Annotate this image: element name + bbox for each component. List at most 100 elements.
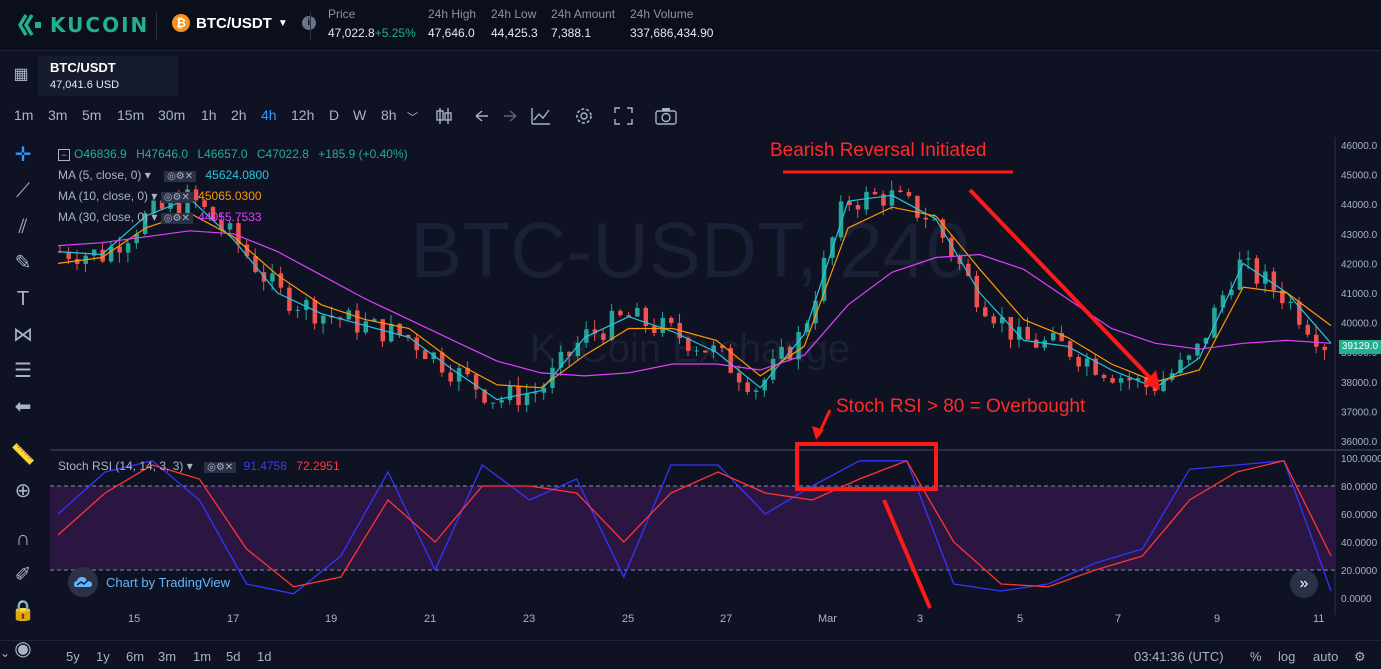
candle-body [991, 316, 997, 324]
candle-body [321, 315, 326, 324]
top-bar: KUCOIN ₿ BTC/USDT ▼ i Price 47,022.8+5.2… [0, 0, 1381, 51]
auto-scale-toggle[interactable]: auto [1313, 649, 1339, 664]
price-change: +5.25% [374, 26, 416, 40]
range-1m[interactable]: 1m [193, 649, 212, 664]
range-1y[interactable]: 1y [96, 649, 110, 664]
tf-3m[interactable]: 3m [48, 107, 68, 123]
bottom-bar: 5y 1y 6m 3m 1m 5d 1d 03:41:36 (UTC) % lo… [0, 640, 1381, 669]
brush-icon[interactable]: ✎ [14, 252, 32, 274]
trendline-icon[interactable]: ⟋ [16, 180, 30, 202]
collapse-icon[interactable]: − [58, 149, 70, 161]
range-3m[interactable]: 3m [158, 649, 177, 664]
candle-body [838, 201, 844, 238]
candle-body [1000, 317, 1005, 324]
back-arrow-icon[interactable]: ⬅ [14, 396, 32, 418]
candle-body [550, 367, 555, 388]
price-axis-label: 43000.0 [1341, 230, 1378, 241]
range-5d[interactable]: 5d [226, 649, 241, 664]
pair-selector[interactable]: ₿ BTC/USDT ▼ i [172, 14, 316, 32]
zoom-in-icon[interactable]: ⊕ [14, 480, 32, 502]
indicator-controls-icon[interactable]: ◎⚙✕ [204, 462, 237, 473]
candle-body [397, 323, 402, 336]
tf-30m[interactable]: 30m [158, 107, 186, 123]
lock-icon[interactable]: 🔒 [10, 600, 36, 622]
candle-body [1229, 289, 1234, 296]
stoch-legend[interactable]: Stoch RSI (14, 14, 3, 3) ▾ ◎⚙✕ 91.4758 7… [58, 459, 340, 473]
stoch-axis-label: 60.0000 [1341, 510, 1378, 521]
chevron-down-icon[interactable]: ﹀ [407, 112, 418, 124]
fib-tool-icon[interactable]: ⫽ [18, 216, 28, 238]
layout-grid-icon[interactable]: ▦ [13, 66, 29, 83]
candle-body [1254, 258, 1260, 284]
bearish-arrow-line [968, 188, 1159, 387]
bearish-arrow-head [1144, 370, 1160, 390]
indicator-controls-icon[interactable]: ◎⚙✕ [160, 213, 193, 224]
tf-w[interactable]: W [353, 107, 367, 123]
camera-icon[interactable] [654, 106, 678, 126]
scroll-to-realtime-button[interactable]: » [1290, 570, 1318, 598]
magnet-icon[interactable]: ∩ [15, 528, 31, 550]
info-icon[interactable]: i [301, 16, 316, 30]
candle-body [270, 273, 275, 282]
candle-body [643, 307, 649, 326]
tf-1m[interactable]: 1m [14, 107, 34, 123]
ticker-box[interactable]: BTC/USDT 47,041.6 USD [38, 56, 178, 96]
tf-2h[interactable]: 2h [231, 107, 247, 123]
candle-body [346, 310, 352, 320]
candle-body [915, 195, 920, 218]
tf-12h[interactable]: 12h [291, 107, 315, 123]
candle-body [601, 333, 606, 340]
chart-settings-icon[interactable]: ⚙ [1354, 649, 1366, 664]
candle-body [100, 249, 105, 262]
tf-5m[interactable]: 5m [82, 107, 102, 123]
candle-body [142, 213, 148, 234]
tf-8h[interactable]: 8h [381, 107, 397, 123]
text-tool-icon[interactable]: T [16, 288, 30, 310]
redo-icon [504, 110, 517, 122]
ma10-legend[interactable]: MA (10, close, 0) ▾ ◎⚙✕ 45065.0300 [58, 189, 262, 203]
time-axis-label: 3 [917, 613, 924, 625]
prediction-icon[interactable]: ☰ [14, 360, 32, 382]
stoch-trend-line [882, 499, 932, 609]
kucoin-logo[interactable]: KUCOIN [18, 12, 149, 38]
log-scale-toggle[interactable]: log [1278, 649, 1296, 664]
tf-15m[interactable]: 15m [117, 107, 145, 123]
candle-body [660, 317, 666, 334]
range-5y[interactable]: 5y [66, 649, 80, 664]
ma30-legend[interactable]: MA (30, close, 0) ▾ ◎⚙✕ 44055.7533 [58, 210, 262, 224]
crosshair-icon[interactable]: ✛ [14, 144, 32, 166]
stat-value: 47,022.8 [328, 26, 375, 40]
candle-body [227, 223, 233, 230]
candle-body [652, 325, 657, 334]
indicator-controls-icon[interactable]: ◎⚙✕ [164, 171, 197, 182]
percent-scale-toggle[interactable]: % [1250, 649, 1262, 664]
pattern-icon[interactable]: ⋈ [13, 324, 33, 346]
tf-1h[interactable]: 1h [201, 107, 217, 123]
tf-4h[interactable]: 4h [261, 107, 277, 123]
price-axis-label: 42000.0 [1341, 259, 1378, 270]
range-6m[interactable]: 6m [126, 649, 145, 664]
candle-body [66, 251, 71, 259]
ruler-icon[interactable]: 📏 [10, 444, 36, 466]
chevron-down-icon[interactable]: ⌄ [0, 646, 11, 660]
candle-body [796, 332, 801, 360]
stat-label: 24h Low [491, 7, 537, 21]
range-1d[interactable]: 1d [257, 649, 272, 664]
tf-d[interactable]: D [329, 107, 340, 123]
candle-body [932, 219, 937, 221]
candle-body [719, 345, 725, 348]
ohlc-close: C47022.8 [256, 147, 309, 161]
candle-body [1314, 334, 1319, 347]
ma5-legend[interactable]: MA (5, close, 0) ▾ ◎⚙✕ 45624.0800 [58, 168, 269, 182]
lock-drawing-icon[interactable]: ✐ [14, 564, 32, 586]
tradingview-badge[interactable]: Chart by TradingView [68, 567, 230, 597]
indicator-controls-icon[interactable]: ◎⚙✕ [160, 192, 193, 203]
candle-body [1025, 326, 1030, 340]
candle-body [1050, 332, 1056, 341]
candle-body [753, 390, 759, 392]
ohlc-low: L46657.0 [197, 147, 248, 161]
eye-icon[interactable]: ◉ [14, 638, 32, 660]
candle-body [473, 374, 479, 390]
stoch-axis-label: 0.0000 [1341, 594, 1372, 605]
